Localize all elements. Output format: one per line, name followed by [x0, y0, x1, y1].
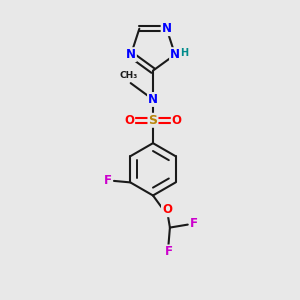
Text: N: N [126, 48, 136, 61]
Text: O: O [162, 203, 172, 216]
Text: F: F [190, 217, 198, 230]
Text: O: O [124, 114, 134, 127]
Text: H: H [181, 48, 189, 58]
Text: F: F [164, 245, 172, 258]
Text: N: N [162, 22, 172, 35]
Text: CH₃: CH₃ [119, 70, 137, 80]
Text: F: F [103, 174, 111, 187]
Text: S: S [148, 114, 158, 127]
Text: N: N [170, 48, 180, 61]
Text: N: N [148, 93, 158, 106]
Text: O: O [172, 114, 182, 127]
